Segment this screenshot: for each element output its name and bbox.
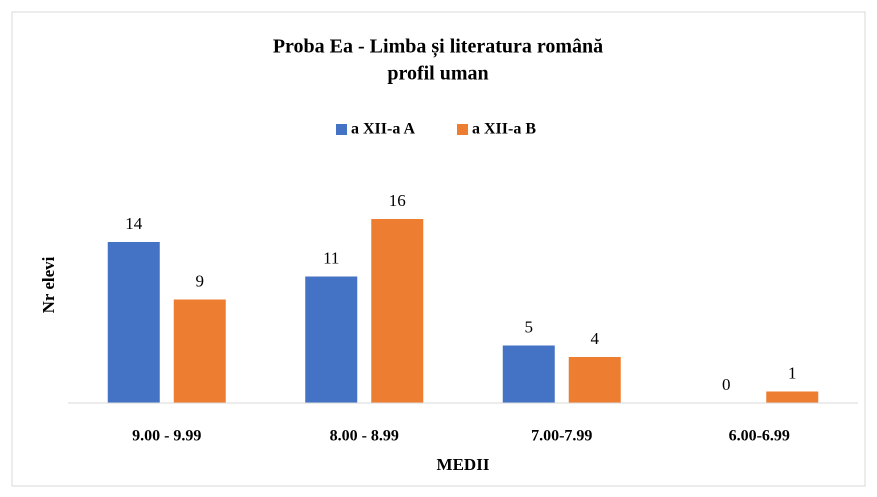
bar — [107, 242, 160, 403]
x-tick-label: 8.00 - 8.99 — [330, 428, 399, 445]
data-label: 16 — [389, 191, 406, 210]
legend-label: a XII-a B — [472, 121, 536, 138]
data-label: 14 — [125, 214, 143, 233]
x-tick-label: 9.00 - 9.99 — [132, 428, 201, 445]
data-label: 11 — [323, 248, 339, 267]
x-axis-label: MEDII — [437, 455, 490, 474]
bar — [173, 299, 226, 403]
data-label: 9 — [196, 271, 205, 290]
data-label: 1 — [788, 363, 797, 382]
bar — [305, 276, 358, 403]
chart-subtitle: profil uman — [387, 63, 488, 85]
x-tick-label: 6.00-6.99 — [729, 428, 790, 445]
legend-swatch — [457, 124, 468, 135]
legend-swatch — [336, 124, 347, 135]
y-axis-label: Nr elevi — [39, 256, 58, 313]
bar — [766, 391, 819, 403]
data-label: 5 — [525, 317, 534, 336]
bar — [568, 357, 621, 403]
data-label: 4 — [591, 329, 600, 348]
bar — [502, 345, 555, 403]
legend-label: a XII-a A — [351, 121, 415, 138]
bar — [371, 219, 424, 403]
chart-title: Proba Ea - Limba și literatura română — [273, 36, 603, 59]
x-tick-label: 7.00-7.99 — [531, 428, 592, 445]
data-label: 0 — [722, 375, 731, 394]
